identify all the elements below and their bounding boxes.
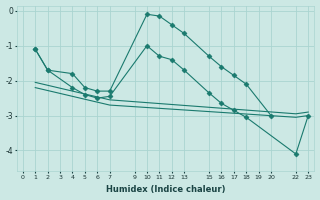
X-axis label: Humidex (Indice chaleur): Humidex (Indice chaleur) <box>106 185 225 194</box>
